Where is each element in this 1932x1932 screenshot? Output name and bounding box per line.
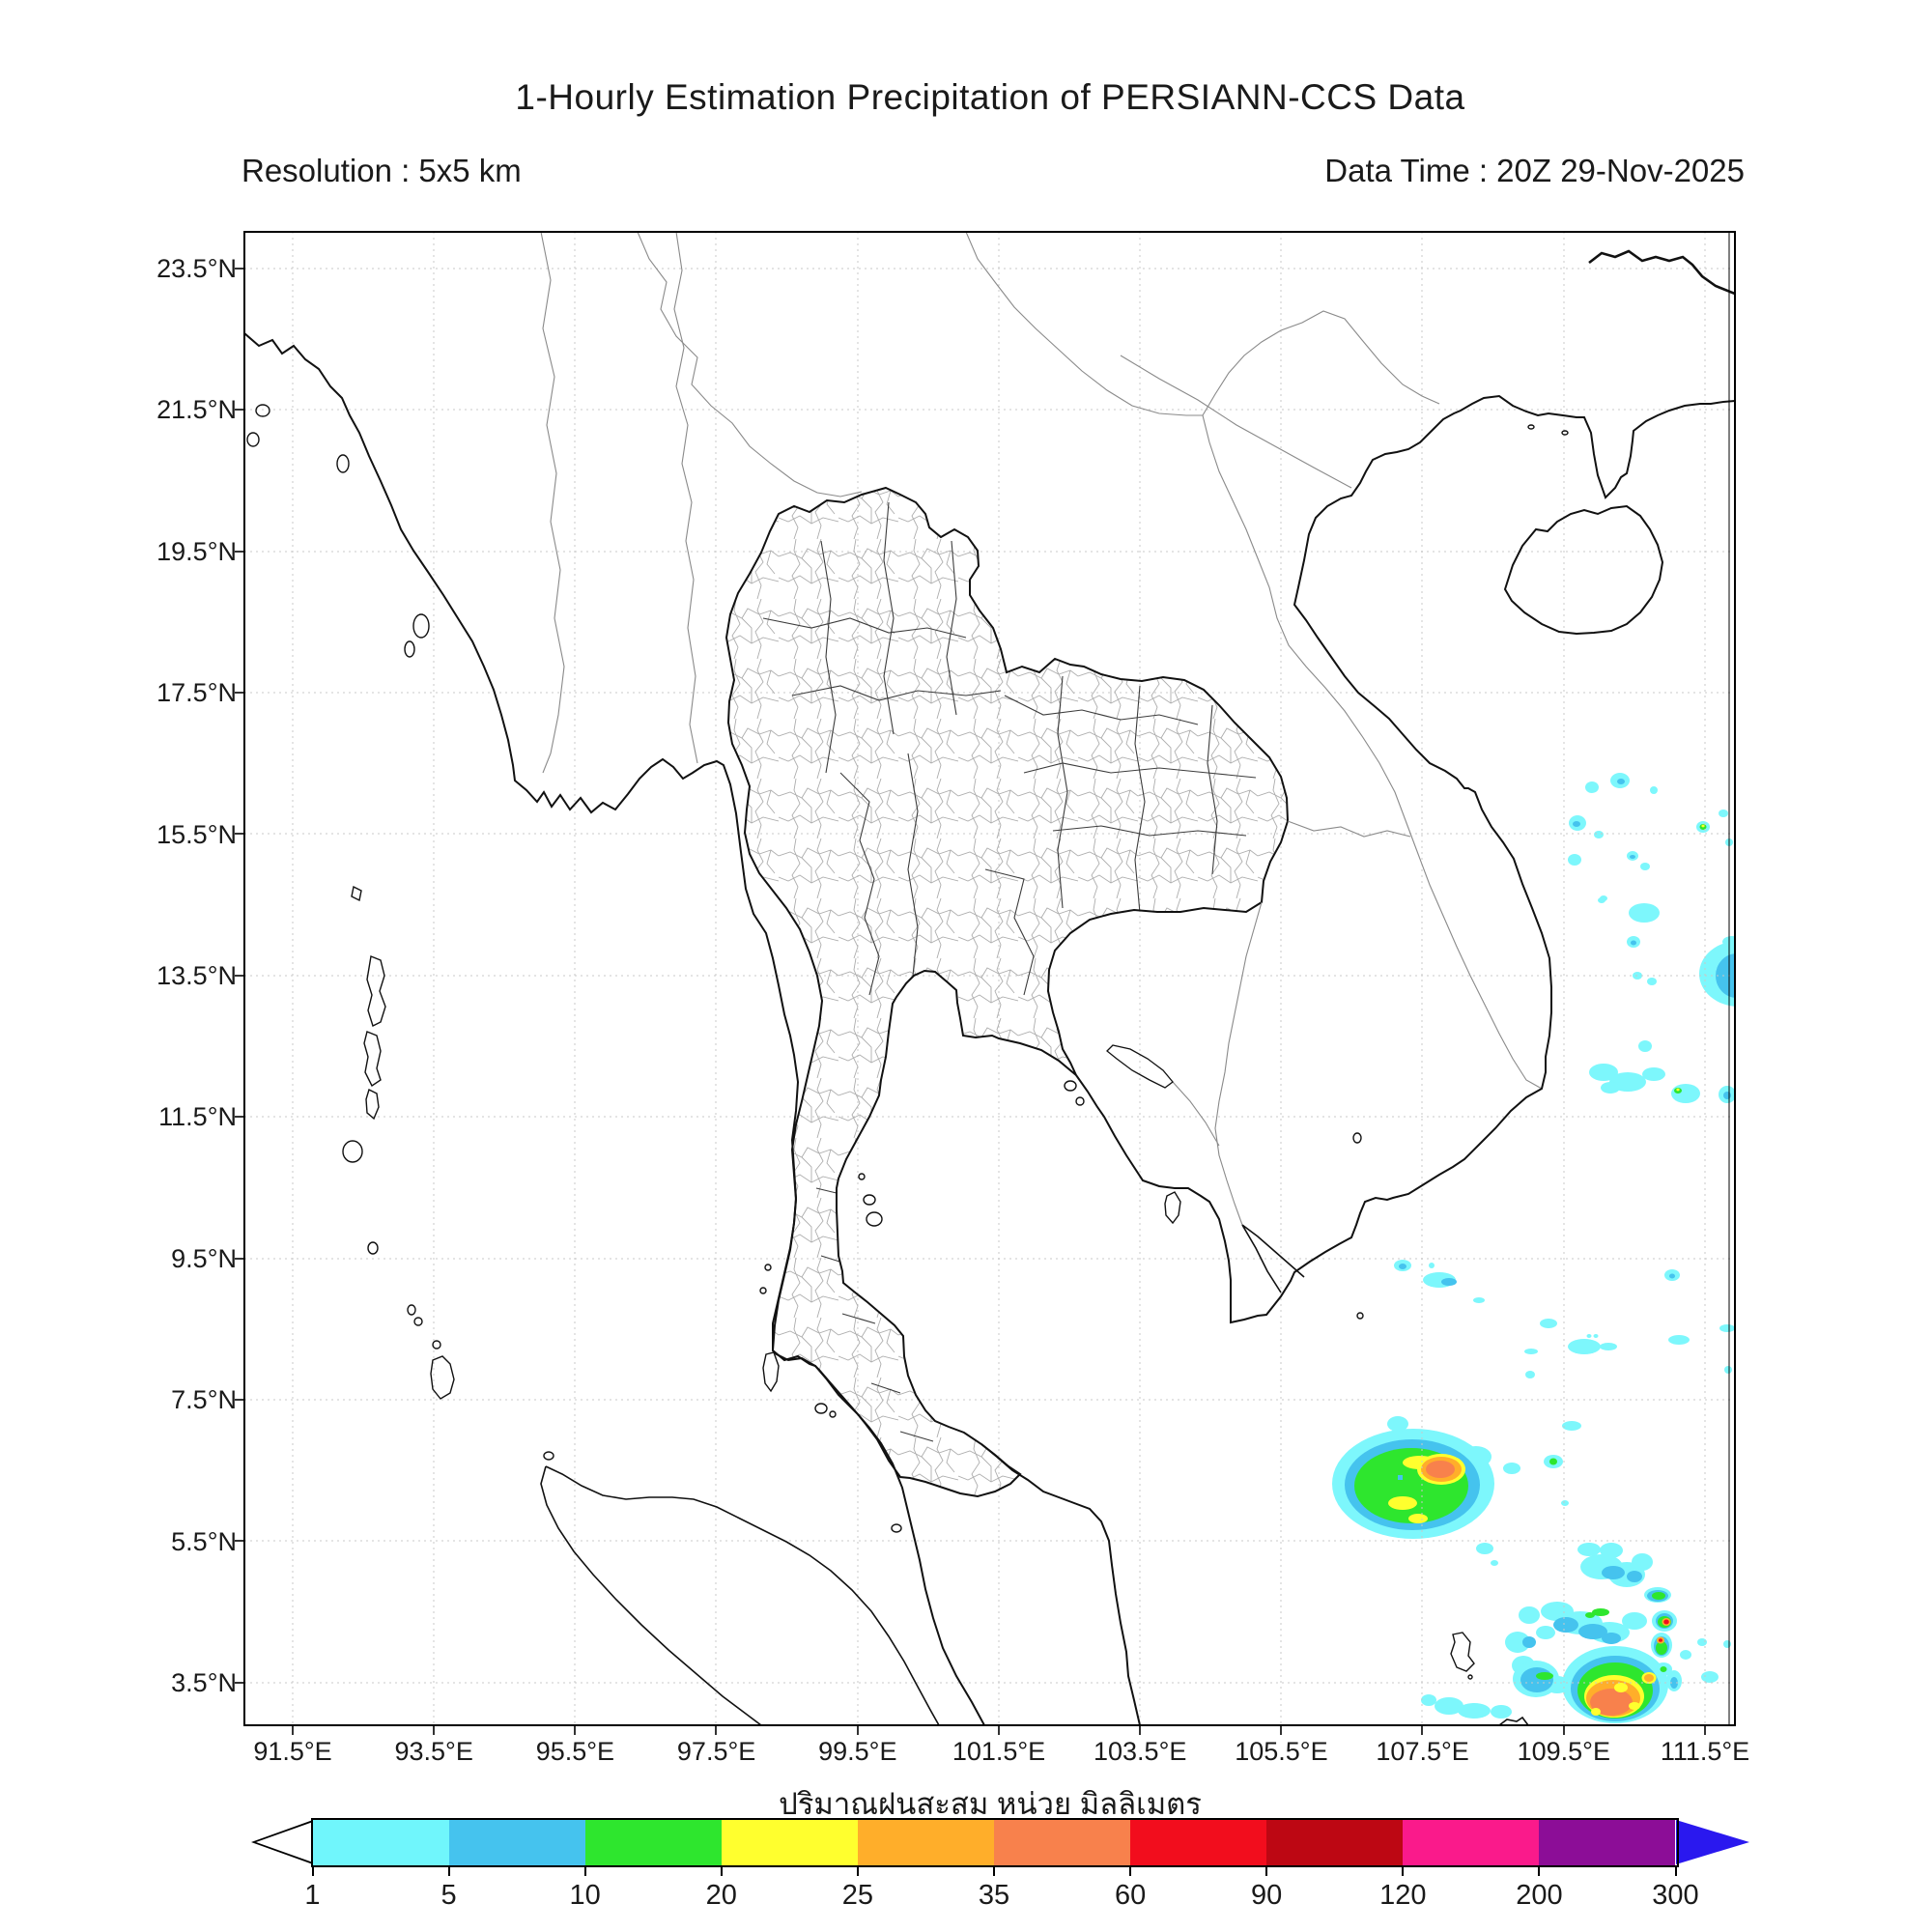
colorbar-tick	[583, 1867, 586, 1876]
plot-frame	[235, 231, 1736, 1735]
thailand-districts	[726, 488, 1288, 1496]
resolution-label: Resolution : 5x5 km	[242, 153, 522, 188]
colorbar-tick	[1129, 1867, 1132, 1876]
precipitation-layer	[1332, 773, 1735, 1723]
x-tick-label: 109.5°E	[1517, 1737, 1610, 1766]
storm-cell-6n	[1332, 1416, 1581, 1539]
y-tick-label: 5.5°N	[171, 1526, 237, 1556]
x-axis-label: ปริมาณฝนสะสม หน่วย มิลลิเมตร	[779, 1787, 1202, 1821]
y-tick-label: 15.5°N	[156, 819, 237, 849]
colorbar-segment	[1130, 1820, 1267, 1865]
colorbar-tick	[1265, 1867, 1268, 1876]
x-tick-label: 103.5°E	[1094, 1737, 1187, 1766]
y-tick-label: 3.5°N	[171, 1668, 237, 1697]
colorbar-tick	[447, 1867, 450, 1876]
x-tick-label: 99.5°E	[818, 1737, 897, 1766]
colorbar-tick	[856, 1867, 859, 1876]
colorbar-tick-label: 60	[1114, 1880, 1147, 1911]
colorbar-tick-label: 120	[1379, 1880, 1427, 1911]
x-tick-label: 97.5°E	[676, 1737, 756, 1766]
colorbar-tick	[1674, 1867, 1677, 1876]
thailand-border	[724, 486, 1290, 1498]
colorbar-tick-label: 20	[705, 1880, 737, 1911]
colorbar-segment	[1539, 1820, 1676, 1865]
x-tick-label: 105.5°E	[1235, 1737, 1328, 1766]
y-tick-label: 23.5°N	[156, 254, 237, 283]
colorbar-under-arrow-fill	[255, 1822, 313, 1862]
colorbar-tick-label: 10	[569, 1880, 601, 1911]
colorbar-segment	[1266, 1820, 1404, 1865]
x-tick-label: 111.5°E	[1660, 1737, 1750, 1766]
colorbar-tick-label: 5	[440, 1880, 457, 1911]
colorbar-over-arrow	[1675, 1820, 1749, 1864]
x-tick-label: 107.5°E	[1376, 1737, 1469, 1766]
y-tick-label: 9.5°N	[171, 1243, 237, 1273]
x-tick-label: 101.5°E	[952, 1737, 1046, 1766]
y-tick-label: 11.5°N	[158, 1102, 237, 1132]
coastlines	[244, 249, 1735, 1725]
colorbar-tick	[720, 1867, 723, 1876]
x-tick-label: 95.5°E	[535, 1737, 615, 1766]
x-tick-label: 91.5°E	[253, 1737, 332, 1766]
colorbar-tick-label: 1	[304, 1880, 321, 1911]
y-tick-label: 17.5°N	[156, 678, 237, 708]
colorbar-tick-label: 35	[978, 1880, 1010, 1911]
colorbar-tick	[311, 1867, 314, 1876]
y-tick-label: 7.5°N	[171, 1385, 237, 1415]
colorbar-segment	[994, 1820, 1131, 1865]
y-tick-label: 19.5°N	[156, 536, 237, 566]
colorbar-segment	[584, 1820, 722, 1865]
colorbar-tick-label: 90	[1251, 1880, 1283, 1911]
colorbar-segment	[721, 1820, 858, 1865]
colorbar-tick-label: 300	[1652, 1880, 1699, 1911]
page-title: 1-Hourly Estimation Precipitation of PER…	[515, 77, 1465, 117]
y-tick-label: 13.5°N	[156, 961, 237, 990]
colorbar-tick-label: 25	[841, 1880, 874, 1911]
borders-rivers	[540, 232, 1543, 1226]
graticule	[244, 232, 1735, 1725]
colorbar-segment	[448, 1820, 585, 1865]
data-time-label: Data Time : 20Z 29-Nov-2025	[1324, 153, 1745, 188]
storm-complex-se	[1421, 1543, 1731, 1723]
islands	[246, 404, 1569, 1680]
colorbar-tick	[993, 1867, 995, 1876]
y-tick-label: 21.5°N	[156, 395, 237, 425]
colorbar-segment	[857, 1820, 994, 1865]
colorbar-tick	[1538, 1867, 1541, 1876]
x-tick-label: 93.5°E	[394, 1737, 473, 1766]
colorbar-segment	[1403, 1820, 1540, 1865]
colorbar-segment	[312, 1820, 449, 1865]
colorbar-tick-label: 200	[1516, 1880, 1563, 1911]
colorbar-tick	[1402, 1867, 1405, 1876]
